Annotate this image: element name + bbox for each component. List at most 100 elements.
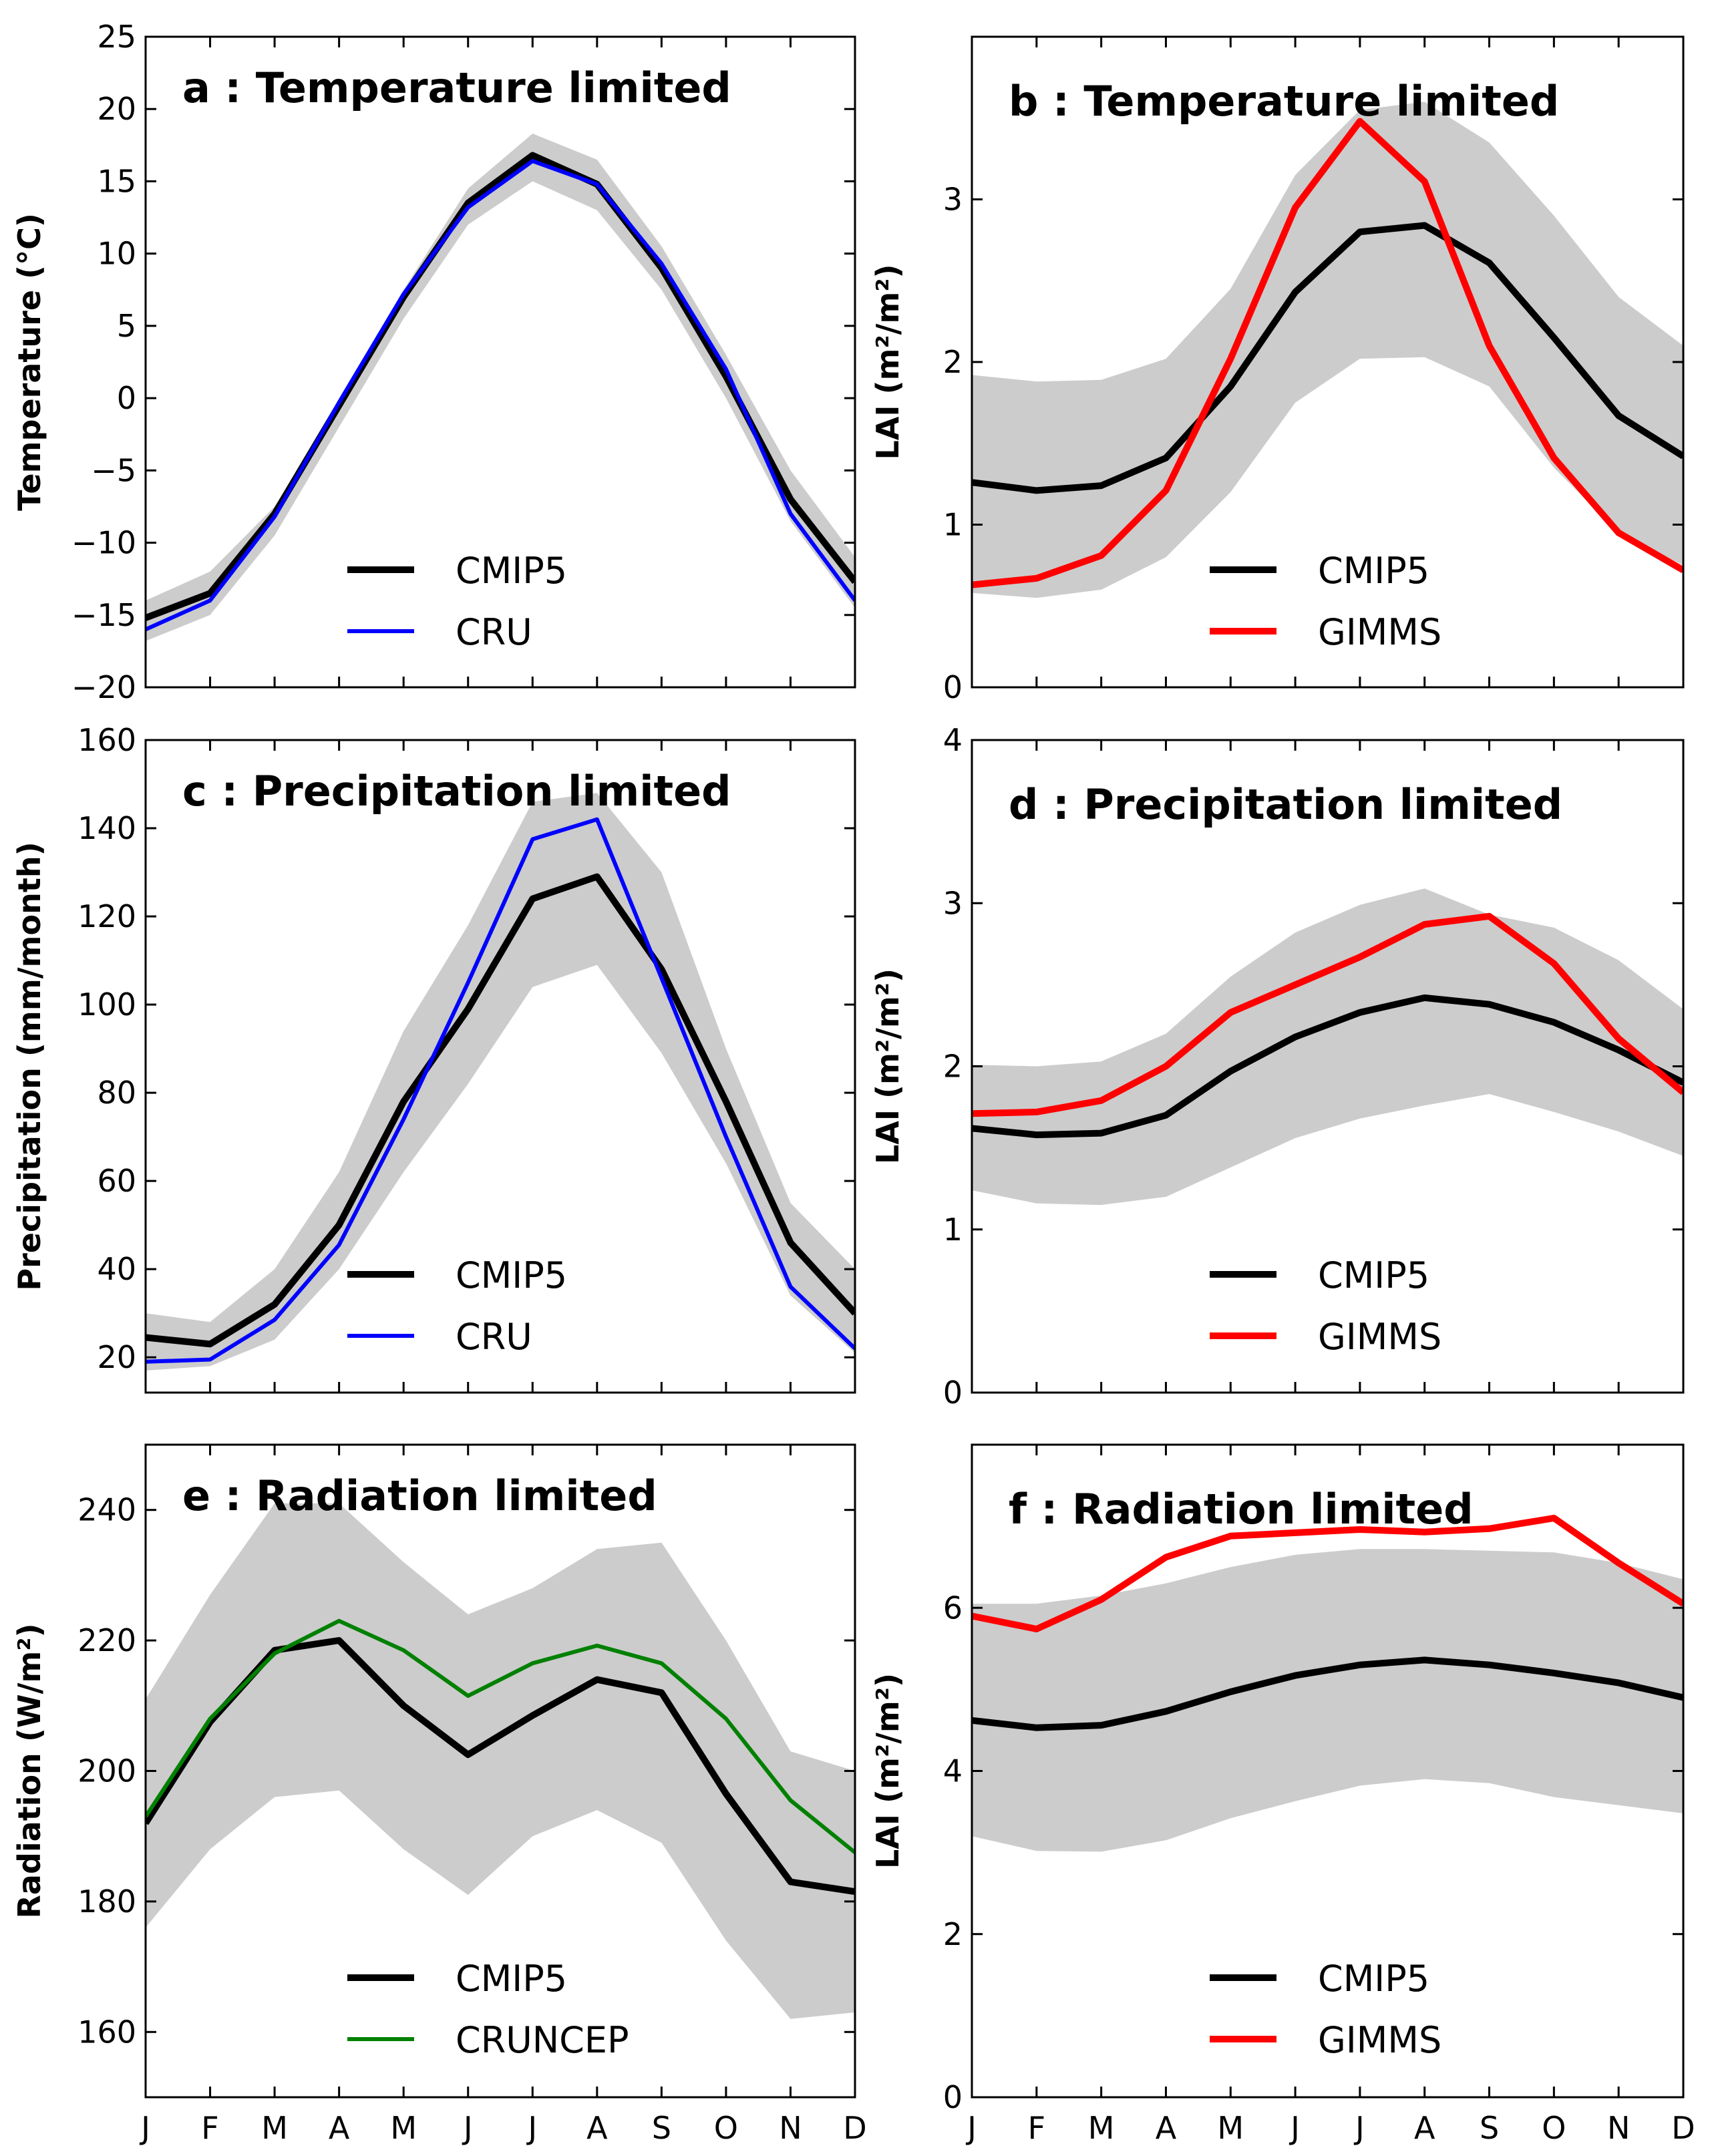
uncertainty-band — [146, 1503, 855, 2019]
y-tick-label: −15 — [71, 597, 136, 633]
panel-title: f : Radiation limited — [1009, 1485, 1474, 1534]
panel-d: 0 1 2 3 4 LAI (m²/m²) d : Precipitation limite… — [870, 722, 1685, 1411]
x-tick-label: N — [1607, 2110, 1630, 2146]
y-tick-label: 10 — [97, 236, 136, 272]
x-tick-label: F — [1028, 2110, 1045, 2146]
series-line-cmip5 — [972, 1656, 1683, 1731]
legend-label-gimms: GIMMS — [1318, 1316, 1441, 1358]
y-tick-label: 0 — [943, 669, 963, 705]
axes-frame — [144, 35, 856, 689]
y-tick-label: 80 — [97, 1075, 136, 1111]
x-tick-label: J — [965, 2110, 977, 2146]
y-axis-label: LAI (m²/m²) — [870, 1673, 906, 1869]
y-tick-label: −5 — [91, 452, 136, 488]
x-tick-label: A — [586, 2110, 608, 2146]
y-tick-label: 2 — [943, 1916, 963, 1952]
panel-f: 0 2 4 6 J F M A M J J A S O N D LAI (m²/m²) f : Radiation… — [870, 1443, 1695, 2146]
x-tick-label: J — [526, 2110, 537, 2146]
y-tick-label: 40 — [97, 1251, 136, 1287]
series-line-cru — [146, 817, 855, 1364]
plot-area — [972, 888, 1683, 1206]
x-tick-label: A — [1156, 2110, 1177, 2146]
y-tick-label: 180 — [77, 1883, 136, 1920]
x-tick-label: F — [201, 2110, 218, 2146]
y-tick-label: 20 — [97, 1339, 136, 1375]
y-tick-label: 0 — [117, 380, 136, 416]
x-tick-label: M — [1217, 2110, 1244, 2146]
panel-a: −20 −15 −10 −5 0 5 10 15 20 25 Temperature (°C) a :… — [11, 19, 856, 705]
y-tick-label: 15 — [97, 163, 136, 199]
panel-title: a : Temperature limited — [182, 63, 731, 112]
y-axis-label: Temperature (°C) — [11, 213, 47, 511]
y-axis-label: LAI (m²/m²) — [870, 264, 906, 460]
y-tick-label: 0 — [943, 2079, 963, 2115]
y-tick-label: −20 — [71, 669, 136, 705]
panel-e: 160 180 200 220 240 J F M A M J J A S O N D Radiation (W/… — [11, 1443, 867, 2146]
x-tick-label: O — [714, 2110, 738, 2146]
legend-label-cmip5: CMIP5 — [1318, 550, 1429, 592]
x-tick-label: O — [1542, 2110, 1566, 2146]
y-tick-label: 140 — [77, 810, 136, 846]
x-tick-label: D — [843, 2110, 866, 2146]
series-line-gimms — [972, 912, 1683, 1117]
y-tick-label: 4 — [943, 1753, 963, 1789]
x-tick-label: D — [1671, 2110, 1695, 2146]
panel-title: e : Radiation limited — [182, 1471, 657, 1520]
x-tick-label: N — [779, 2110, 802, 2146]
uncertainty-band — [972, 888, 1683, 1206]
y-axis-label: Radiation (W/m²) — [11, 1624, 47, 1919]
y-tick-label: 240 — [77, 1492, 136, 1528]
y-tick-label: 160 — [77, 2014, 136, 2050]
y-tick-label: 6 — [943, 1590, 963, 1626]
panel-title: d : Precipitation limited — [1009, 780, 1562, 829]
x-tick-label: J — [1289, 2110, 1300, 2146]
series-line-cru — [146, 159, 855, 632]
y-axis-label: LAI (m²/m²) — [870, 968, 906, 1164]
y-tick-label: 25 — [97, 19, 136, 55]
plot-area — [972, 1514, 1683, 1852]
x-tick-label: J — [139, 2110, 150, 2146]
y-tick-label: 3 — [943, 182, 963, 218]
legend-label-gimms: GIMMS — [1318, 611, 1441, 653]
plot-area — [972, 102, 1683, 598]
x-tick-label: S — [1480, 2110, 1499, 2146]
legend-label-cru: CRU — [456, 1316, 532, 1358]
plot-area — [146, 793, 855, 1371]
series-line-gimms — [972, 118, 1683, 588]
legend-label-cmip5: CMIP5 — [1318, 1254, 1429, 1296]
y-tick-label: 120 — [77, 898, 136, 934]
series-line-cruncep — [146, 1618, 855, 1854]
legend-label-gimms: GIMMS — [1318, 2019, 1441, 2061]
y-tick-label: 160 — [77, 722, 136, 758]
plot-area — [146, 1503, 855, 2019]
y-tick-label: 220 — [77, 1622, 136, 1658]
y-tick-label: 1 — [943, 507, 963, 543]
x-tick-label: A — [329, 2110, 350, 2146]
uncertainty-band — [972, 102, 1683, 598]
uncertainty-band — [146, 793, 855, 1371]
y-tick-label: 1 — [943, 1212, 963, 1248]
x-tick-label: M — [1088, 2110, 1115, 2146]
y-tick-label: 2 — [943, 344, 963, 380]
y-tick-label: 0 — [943, 1375, 963, 1411]
x-tick-label: J — [462, 2110, 473, 2146]
series-line-cmip5 — [146, 873, 855, 1348]
y-axis-label: Precipitation (mm/month) — [11, 842, 47, 1290]
axes-frame — [144, 739, 856, 1394]
y-tick-label: 4 — [943, 722, 963, 758]
y-tick-label: 5 — [117, 308, 136, 344]
legend-label-cruncep: CRUNCEP — [456, 2019, 629, 2061]
legend-label-cmip5: CMIP5 — [456, 1958, 567, 2000]
y-tick-label: 200 — [77, 1753, 136, 1789]
series-line-cmip5 — [972, 222, 1683, 494]
y-tick-label: 2 — [943, 1049, 963, 1085]
y-tick-label: 20 — [97, 91, 136, 127]
legend-label-cmip5: CMIP5 — [456, 1254, 567, 1296]
series-line-cmip5 — [972, 994, 1683, 1139]
panel-title: b : Temperature limited — [1009, 77, 1559, 126]
x-tick-label: M — [390, 2110, 417, 2146]
y-tick-label: 60 — [97, 1163, 136, 1199]
x-tick-label: S — [652, 2110, 671, 2146]
y-tick-label: 100 — [77, 986, 136, 1023]
